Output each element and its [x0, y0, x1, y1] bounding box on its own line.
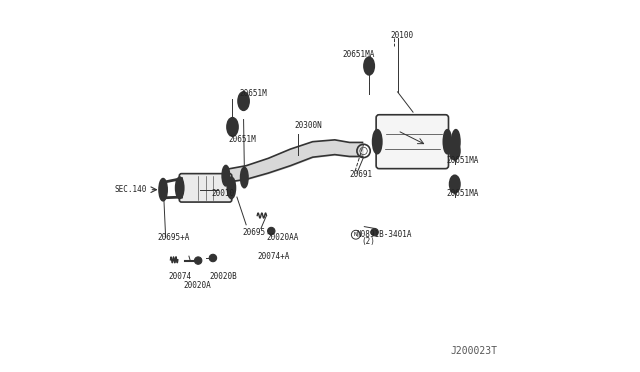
Text: 20100: 20100	[390, 31, 413, 40]
Ellipse shape	[454, 136, 458, 147]
Circle shape	[452, 182, 458, 187]
Ellipse shape	[376, 136, 379, 147]
Ellipse shape	[238, 92, 249, 110]
Text: 20695: 20695	[243, 228, 266, 237]
FancyBboxPatch shape	[376, 115, 449, 169]
Ellipse shape	[444, 130, 451, 154]
Ellipse shape	[364, 57, 374, 75]
Ellipse shape	[227, 118, 238, 136]
Text: 20651MA: 20651MA	[446, 189, 479, 198]
Text: 20020A: 20020A	[184, 281, 211, 290]
Ellipse shape	[162, 185, 164, 194]
Text: 20020AA: 20020AA	[266, 233, 299, 242]
Circle shape	[195, 257, 202, 264]
Text: 20691: 20691	[349, 170, 372, 179]
Text: 20074: 20074	[168, 272, 192, 281]
Ellipse shape	[227, 177, 236, 199]
Ellipse shape	[222, 166, 230, 186]
Text: N: N	[354, 232, 358, 237]
Circle shape	[367, 63, 372, 68]
Text: 20651MA: 20651MA	[446, 155, 479, 165]
Text: J200023T: J200023T	[450, 346, 497, 356]
Circle shape	[452, 148, 458, 154]
Circle shape	[209, 254, 216, 262]
Ellipse shape	[449, 142, 460, 160]
Text: 20695+A: 20695+A	[157, 233, 190, 242]
Text: (2): (2)	[362, 237, 375, 246]
Text: N0891B-3401A: N0891B-3401A	[357, 230, 412, 239]
Text: 20074+A: 20074+A	[257, 251, 290, 261]
Ellipse shape	[446, 136, 449, 147]
Ellipse shape	[452, 130, 460, 154]
Circle shape	[371, 228, 378, 236]
FancyBboxPatch shape	[179, 174, 232, 202]
Ellipse shape	[175, 177, 184, 199]
Text: 20651M: 20651M	[239, 89, 268, 98]
Text: SEC.140: SEC.140	[114, 185, 147, 194]
Ellipse shape	[159, 179, 167, 201]
Text: 20010: 20010	[211, 189, 234, 198]
Ellipse shape	[178, 183, 181, 192]
Circle shape	[268, 227, 275, 235]
Circle shape	[241, 98, 246, 104]
Ellipse shape	[241, 167, 248, 187]
Ellipse shape	[372, 130, 382, 154]
Text: 20651M: 20651M	[228, 135, 256, 144]
Ellipse shape	[230, 183, 233, 192]
Text: 20020B: 20020B	[209, 272, 237, 281]
Circle shape	[230, 124, 236, 130]
Text: 20651MA: 20651MA	[342, 51, 374, 60]
Ellipse shape	[449, 175, 460, 193]
Text: 20300N: 20300N	[294, 121, 322, 129]
Ellipse shape	[243, 173, 246, 182]
